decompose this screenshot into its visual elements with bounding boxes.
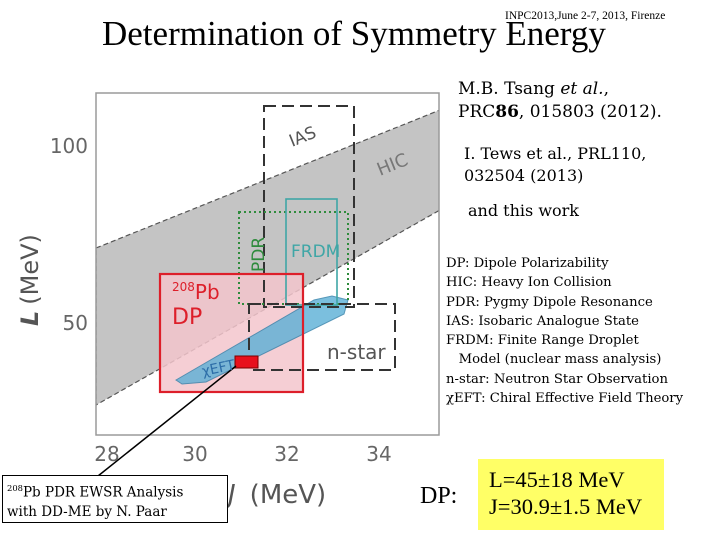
tsang-author: M.B. Tsang (458, 79, 555, 99)
x-tick-34: 34 (366, 442, 391, 466)
x-tick-28: 28 (94, 442, 119, 466)
note-text1: Pb PDR EWSR Analysis (22, 484, 184, 501)
chieft-label: χEFT (201, 357, 237, 380)
x-axis-unit: (MeV) (250, 480, 327, 510)
y-tick-50: 50 (63, 311, 88, 335)
dp-element: Pb (195, 280, 220, 304)
x-tick-30: 30 (182, 442, 207, 466)
ias-label: IAS (286, 123, 319, 152)
note-pointer-line (97, 365, 237, 477)
y-axis-symbol: L (16, 311, 44, 326)
citation-tews: I. Tews et al., PRL110, 032504 (2013) (464, 143, 646, 187)
plot-frame (95, 92, 440, 436)
pdr-ewsr-note: 208Pb PDR EWSR Analysis with DD-ME by N.… (2, 475, 228, 523)
result-box: L=45±18 MeV J=30.9±1.5 MeV (478, 459, 664, 530)
y-axis-label: L (MeV) (16, 234, 44, 326)
this-work-label: and this work (468, 201, 579, 220)
note-line1: 208Pb PDR EWSR Analysis (7, 479, 227, 503)
note-line2: with DD-ME by N. Paar (7, 503, 167, 520)
tsang-etal: et al. (560, 79, 604, 99)
frdm-label: FRDM (291, 242, 340, 262)
legend-nstar: n-star: Neutron Star Observation (446, 371, 668, 387)
nstar-label: n-star (327, 340, 386, 364)
legend-dp: DP: Dipole Polarizability (446, 256, 609, 271)
legend-pdr: PDR: Pygmy Dipole Resonance (446, 294, 653, 310)
tsang-volume: 86 (495, 102, 519, 122)
pdr-ewsr-marker (234, 355, 259, 369)
nstar-region (248, 303, 396, 371)
dp-region (158, 272, 305, 394)
legend-frdm-cont: Model (nuclear mass analysis) (446, 352, 662, 368)
citation-tsang: M.B. Tsang et al., PRC86, 015803 (2012). (458, 78, 662, 124)
tsang-comma: , (603, 79, 609, 99)
tsang-pages: , 015803 (2012). (518, 102, 662, 122)
dp-mass-number: 208 (172, 280, 195, 294)
tsang-journal: PRC (458, 102, 496, 122)
dp-label: DP (172, 305, 202, 330)
legend-frdm: FRDM: Finite Range Droplet (446, 333, 639, 349)
tews-line2: 032504 (2013) (464, 166, 584, 185)
y-axis-unit: (MeV) (16, 234, 44, 305)
note-mass-number: 208 (7, 483, 23, 493)
x-axis-label: J (MeV) (223, 480, 326, 510)
conference-label: INPC2013,June 2-7, 2013, Firenze (505, 10, 666, 22)
tews-line1: I. Tews et al., PRL110, (464, 144, 647, 163)
abbreviation-legend: DP: Dipole Polarizability HIC: Heavy Ion… (446, 254, 683, 408)
dp-isotope-label: 208Pb (172, 280, 220, 304)
y-tick-100: 100 (50, 134, 88, 158)
x-tick-32: 32 (274, 442, 299, 466)
pdr-label: PDR (249, 237, 269, 272)
ias-region (263, 105, 355, 308)
slide-title: Determination of Symmetry Energy (102, 14, 606, 53)
result-prefix: DP: (420, 483, 458, 509)
result-L: L=45±18 MeV (489, 467, 625, 492)
result-J: J=30.9±1.5 MeV (489, 494, 643, 519)
legend-chieft: χEFT: Chiral Effective Field Theory (446, 391, 684, 407)
legend-ias: IAS: Isobaric Analogue State (446, 313, 639, 329)
legend-hic: HIC: Heavy Ion Collision (446, 275, 612, 291)
